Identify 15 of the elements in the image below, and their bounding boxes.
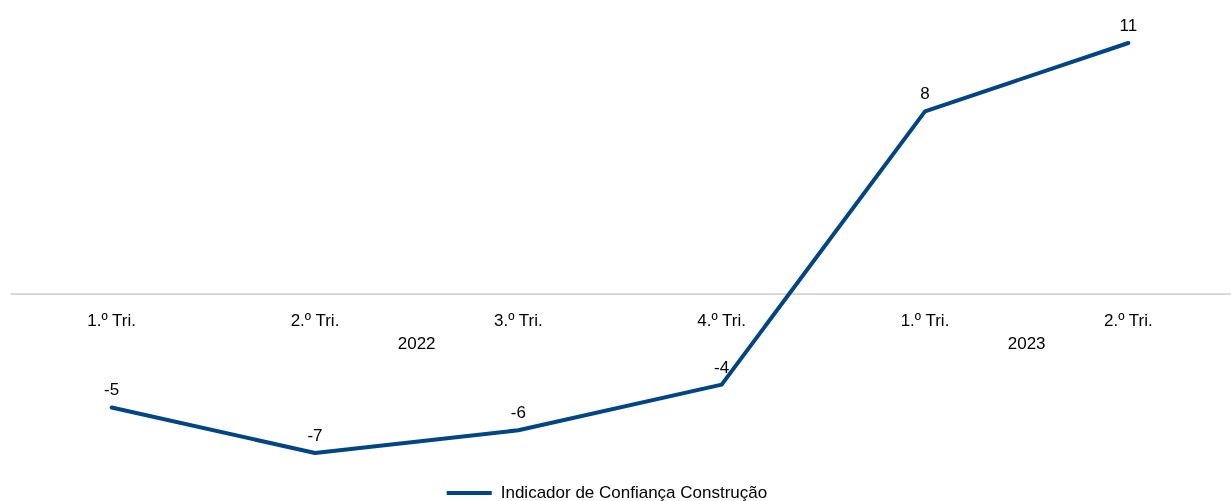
data-label: -7: [307, 426, 323, 445]
x-tick-label: 1.º Tri.: [900, 311, 950, 331]
data-label: 8: [920, 84, 930, 104]
annotation: 2022: [397, 333, 436, 353]
x-tick-label: 2.º Tri.: [290, 311, 340, 331]
x-tick-label: 3.º Tri.: [493, 311, 543, 331]
data-label: -4: [714, 357, 730, 377]
legend-label: Indicador de Confiança Construção: [500, 483, 768, 501]
x-tick-label: 2.º Tri.: [1103, 311, 1153, 331]
data-label: 11: [1119, 16, 1138, 35]
x-tick-label: 1.º Tri.: [87, 311, 137, 331]
data-label: -6: [510, 403, 526, 423]
annotation: 2023: [1007, 333, 1046, 353]
data-label: -5: [104, 380, 120, 400]
x-tick-label: 4.º Tri.: [697, 311, 747, 331]
